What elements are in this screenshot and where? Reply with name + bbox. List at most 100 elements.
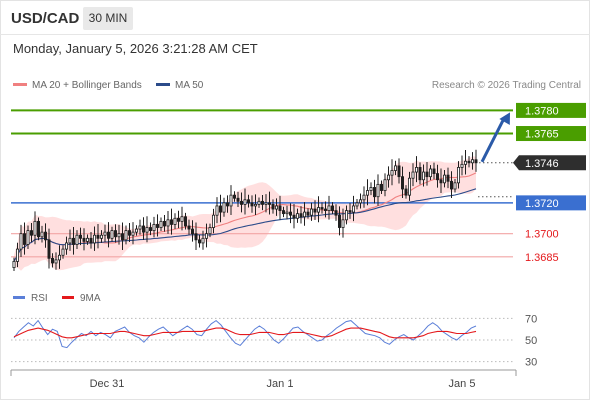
candle [180, 206, 184, 231]
timeframe-badge[interactable]: 30 MIN [83, 7, 133, 30]
candle-body [51, 257, 54, 264]
candle [338, 206, 341, 236]
candle-body [327, 205, 331, 211]
candle-body [114, 230, 117, 238]
candle-body [12, 261, 16, 268]
level-label-1-3685: 1.3685 [525, 252, 559, 264]
candle [292, 203, 296, 229]
candle-body [285, 211, 289, 215]
candle [19, 224, 23, 258]
candle [317, 196, 320, 223]
candle-body [264, 202, 268, 205]
forecast-arrow-head [499, 112, 510, 125]
candle [40, 225, 44, 243]
candle-body [313, 208, 317, 213]
candle [306, 208, 310, 219]
candle [474, 149, 478, 172]
candle-body [422, 171, 425, 181]
candle-body [131, 231, 135, 236]
candle [89, 231, 93, 249]
candle-body [79, 234, 82, 239]
candle [37, 217, 40, 241]
level-labels-layer: 1.3780 1.3765 1.3720 1.3700 1.3685 1.3746 [513, 102, 586, 264]
ma9-legend-label: 9MA [80, 293, 101, 304]
levels-layer [11, 109, 514, 258]
candle-body [338, 214, 341, 228]
candle-body [243, 199, 247, 205]
candle-body [460, 163, 464, 168]
candle [114, 224, 117, 243]
candle [205, 223, 208, 248]
candle [390, 159, 394, 186]
candle [373, 179, 376, 204]
candle [201, 230, 205, 250]
candle-body [471, 159, 474, 164]
candle-body [376, 183, 380, 198]
level-badge-1-3780 [516, 102, 586, 118]
candle-body [366, 190, 369, 196]
candle [303, 202, 306, 226]
candle-body [142, 225, 145, 233]
candle-body [397, 165, 401, 178]
candle [86, 234, 89, 245]
candle [366, 179, 369, 206]
candle-body [240, 200, 243, 205]
candle [212, 208, 215, 234]
candle-body [362, 194, 366, 201]
candle [460, 155, 464, 176]
last-price-label: 1.3746 [525, 158, 559, 170]
candle-body [236, 197, 240, 202]
candle-body [110, 230, 114, 239]
candle [128, 223, 131, 243]
candle [226, 195, 229, 213]
candle-body [257, 200, 261, 205]
candle [243, 188, 247, 215]
legend-rsi: RSI [13, 293, 48, 304]
candle [334, 204, 338, 221]
candle [453, 178, 457, 193]
candle-body [282, 210, 285, 215]
candle [68, 229, 72, 251]
level-label-1-3765: 1.3765 [525, 129, 559, 141]
candle-body [47, 239, 51, 259]
candle-body [75, 234, 79, 245]
candle [268, 191, 271, 215]
candle-body [159, 220, 163, 228]
candle-body [68, 237, 72, 244]
candle-body [194, 233, 198, 241]
candle-body [61, 248, 65, 256]
candle [187, 219, 191, 235]
time-tick-dec-31: Dec 31 [90, 378, 125, 390]
candle-body [184, 216, 187, 227]
candle-body [54, 259, 58, 264]
candle [439, 168, 443, 193]
candle [250, 195, 254, 213]
candle [93, 226, 96, 251]
candle [464, 150, 467, 175]
candle [348, 203, 352, 219]
candle-body [16, 248, 19, 262]
candle [61, 245, 65, 259]
candle-body [166, 219, 170, 227]
candle-body [149, 227, 152, 232]
candle-body [124, 230, 128, 241]
candle [58, 245, 61, 269]
candle-body [100, 234, 103, 239]
candle-body [467, 160, 471, 164]
candle-body [408, 177, 411, 196]
candle [415, 156, 418, 183]
candle-body [229, 194, 233, 207]
candle-body [19, 233, 23, 250]
candle-body [404, 188, 408, 196]
candle [47, 228, 51, 269]
candle-body [33, 220, 37, 236]
candle [362, 186, 366, 208]
candle-body [44, 231, 47, 241]
candle-body [96, 234, 100, 239]
candle-body [429, 168, 432, 178]
candle [103, 224, 107, 243]
candle [229, 185, 233, 215]
legend-ma50: MA 50 [156, 80, 203, 91]
candle [131, 222, 135, 245]
candle [401, 166, 404, 199]
